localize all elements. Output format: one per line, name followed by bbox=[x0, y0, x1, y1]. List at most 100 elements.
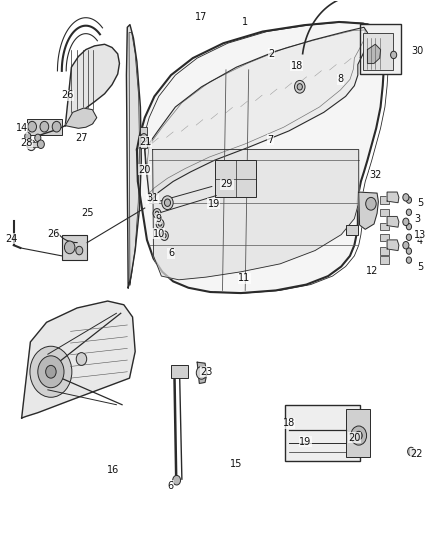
Text: 22: 22 bbox=[410, 449, 423, 458]
Circle shape bbox=[160, 231, 168, 240]
Bar bbox=[27, 142, 38, 148]
Bar bbox=[380, 223, 389, 230]
Bar bbox=[363, 33, 393, 70]
Text: 1: 1 bbox=[242, 17, 248, 27]
Circle shape bbox=[38, 356, 64, 387]
Text: 5: 5 bbox=[417, 262, 423, 271]
Circle shape bbox=[64, 241, 75, 254]
Circle shape bbox=[156, 219, 164, 229]
Circle shape bbox=[46, 366, 56, 378]
Circle shape bbox=[76, 353, 87, 366]
Circle shape bbox=[406, 209, 412, 215]
Circle shape bbox=[403, 193, 409, 201]
Circle shape bbox=[406, 197, 412, 203]
Polygon shape bbox=[65, 108, 97, 128]
Polygon shape bbox=[387, 216, 399, 227]
Circle shape bbox=[27, 140, 35, 151]
Polygon shape bbox=[387, 192, 399, 203]
Text: 29: 29 bbox=[221, 179, 233, 189]
Polygon shape bbox=[65, 44, 120, 126]
Text: 31: 31 bbox=[146, 193, 159, 204]
Circle shape bbox=[164, 199, 170, 206]
Circle shape bbox=[76, 246, 83, 255]
Text: 6: 6 bbox=[168, 248, 174, 258]
Circle shape bbox=[406, 248, 412, 254]
Bar bbox=[27, 119, 62, 135]
Text: 24: 24 bbox=[5, 234, 18, 244]
Circle shape bbox=[141, 134, 148, 142]
Polygon shape bbox=[197, 362, 207, 383]
Circle shape bbox=[351, 426, 367, 445]
Bar bbox=[360, 23, 401, 74]
Circle shape bbox=[391, 51, 397, 59]
Circle shape bbox=[173, 475, 180, 485]
Circle shape bbox=[294, 80, 305, 93]
Text: 20: 20 bbox=[348, 433, 360, 443]
Polygon shape bbox=[145, 27, 367, 201]
Polygon shape bbox=[387, 240, 399, 251]
Text: 10: 10 bbox=[152, 229, 165, 239]
Bar bbox=[171, 365, 187, 378]
Text: 18: 18 bbox=[283, 418, 295, 429]
Circle shape bbox=[408, 447, 415, 456]
Circle shape bbox=[153, 208, 161, 218]
Text: 32: 32 bbox=[369, 170, 381, 180]
Text: 27: 27 bbox=[75, 133, 88, 143]
Circle shape bbox=[366, 197, 376, 210]
Bar bbox=[141, 127, 147, 149]
Polygon shape bbox=[359, 192, 378, 229]
Circle shape bbox=[30, 346, 72, 397]
Text: 9: 9 bbox=[155, 214, 162, 224]
Bar bbox=[346, 409, 370, 457]
Polygon shape bbox=[127, 25, 141, 288]
Text: 11: 11 bbox=[238, 273, 251, 283]
Text: 20: 20 bbox=[138, 165, 151, 175]
Circle shape bbox=[37, 140, 44, 149]
Circle shape bbox=[406, 223, 412, 230]
Bar bbox=[215, 160, 256, 197]
Text: 16: 16 bbox=[107, 465, 120, 474]
Text: 12: 12 bbox=[366, 266, 378, 276]
Circle shape bbox=[155, 211, 159, 215]
Circle shape bbox=[162, 233, 166, 238]
Circle shape bbox=[162, 196, 173, 209]
Text: 15: 15 bbox=[230, 459, 243, 469]
Bar bbox=[380, 256, 389, 264]
Text: 13: 13 bbox=[414, 230, 426, 240]
Text: 2: 2 bbox=[268, 49, 275, 59]
Text: 19: 19 bbox=[208, 199, 220, 209]
Text: 30: 30 bbox=[412, 46, 424, 56]
Polygon shape bbox=[152, 150, 359, 280]
Circle shape bbox=[297, 84, 302, 90]
Circle shape bbox=[35, 134, 41, 142]
Circle shape bbox=[25, 133, 31, 140]
Bar bbox=[346, 225, 358, 235]
Circle shape bbox=[40, 122, 49, 132]
Bar bbox=[380, 196, 389, 204]
Text: 28: 28 bbox=[20, 138, 32, 148]
Circle shape bbox=[406, 257, 412, 263]
Text: 14: 14 bbox=[15, 123, 28, 133]
Text: 3: 3 bbox=[415, 214, 421, 224]
Text: 17: 17 bbox=[194, 12, 207, 22]
Text: 5: 5 bbox=[417, 198, 423, 208]
Circle shape bbox=[403, 218, 409, 225]
Polygon shape bbox=[367, 44, 381, 63]
Text: 4: 4 bbox=[417, 236, 423, 246]
Circle shape bbox=[158, 222, 162, 226]
Bar bbox=[380, 247, 389, 255]
Circle shape bbox=[355, 431, 362, 440]
Text: 19: 19 bbox=[299, 437, 311, 447]
Bar bbox=[380, 233, 389, 241]
Text: 26: 26 bbox=[61, 90, 73, 100]
Circle shape bbox=[406, 234, 412, 240]
Bar bbox=[286, 405, 360, 461]
Polygon shape bbox=[21, 301, 135, 418]
Circle shape bbox=[52, 122, 61, 132]
Text: 26: 26 bbox=[47, 229, 59, 239]
Text: 21: 21 bbox=[139, 136, 152, 147]
Text: 25: 25 bbox=[81, 208, 93, 219]
Circle shape bbox=[403, 241, 409, 249]
Bar bbox=[380, 208, 389, 216]
Circle shape bbox=[28, 122, 36, 132]
